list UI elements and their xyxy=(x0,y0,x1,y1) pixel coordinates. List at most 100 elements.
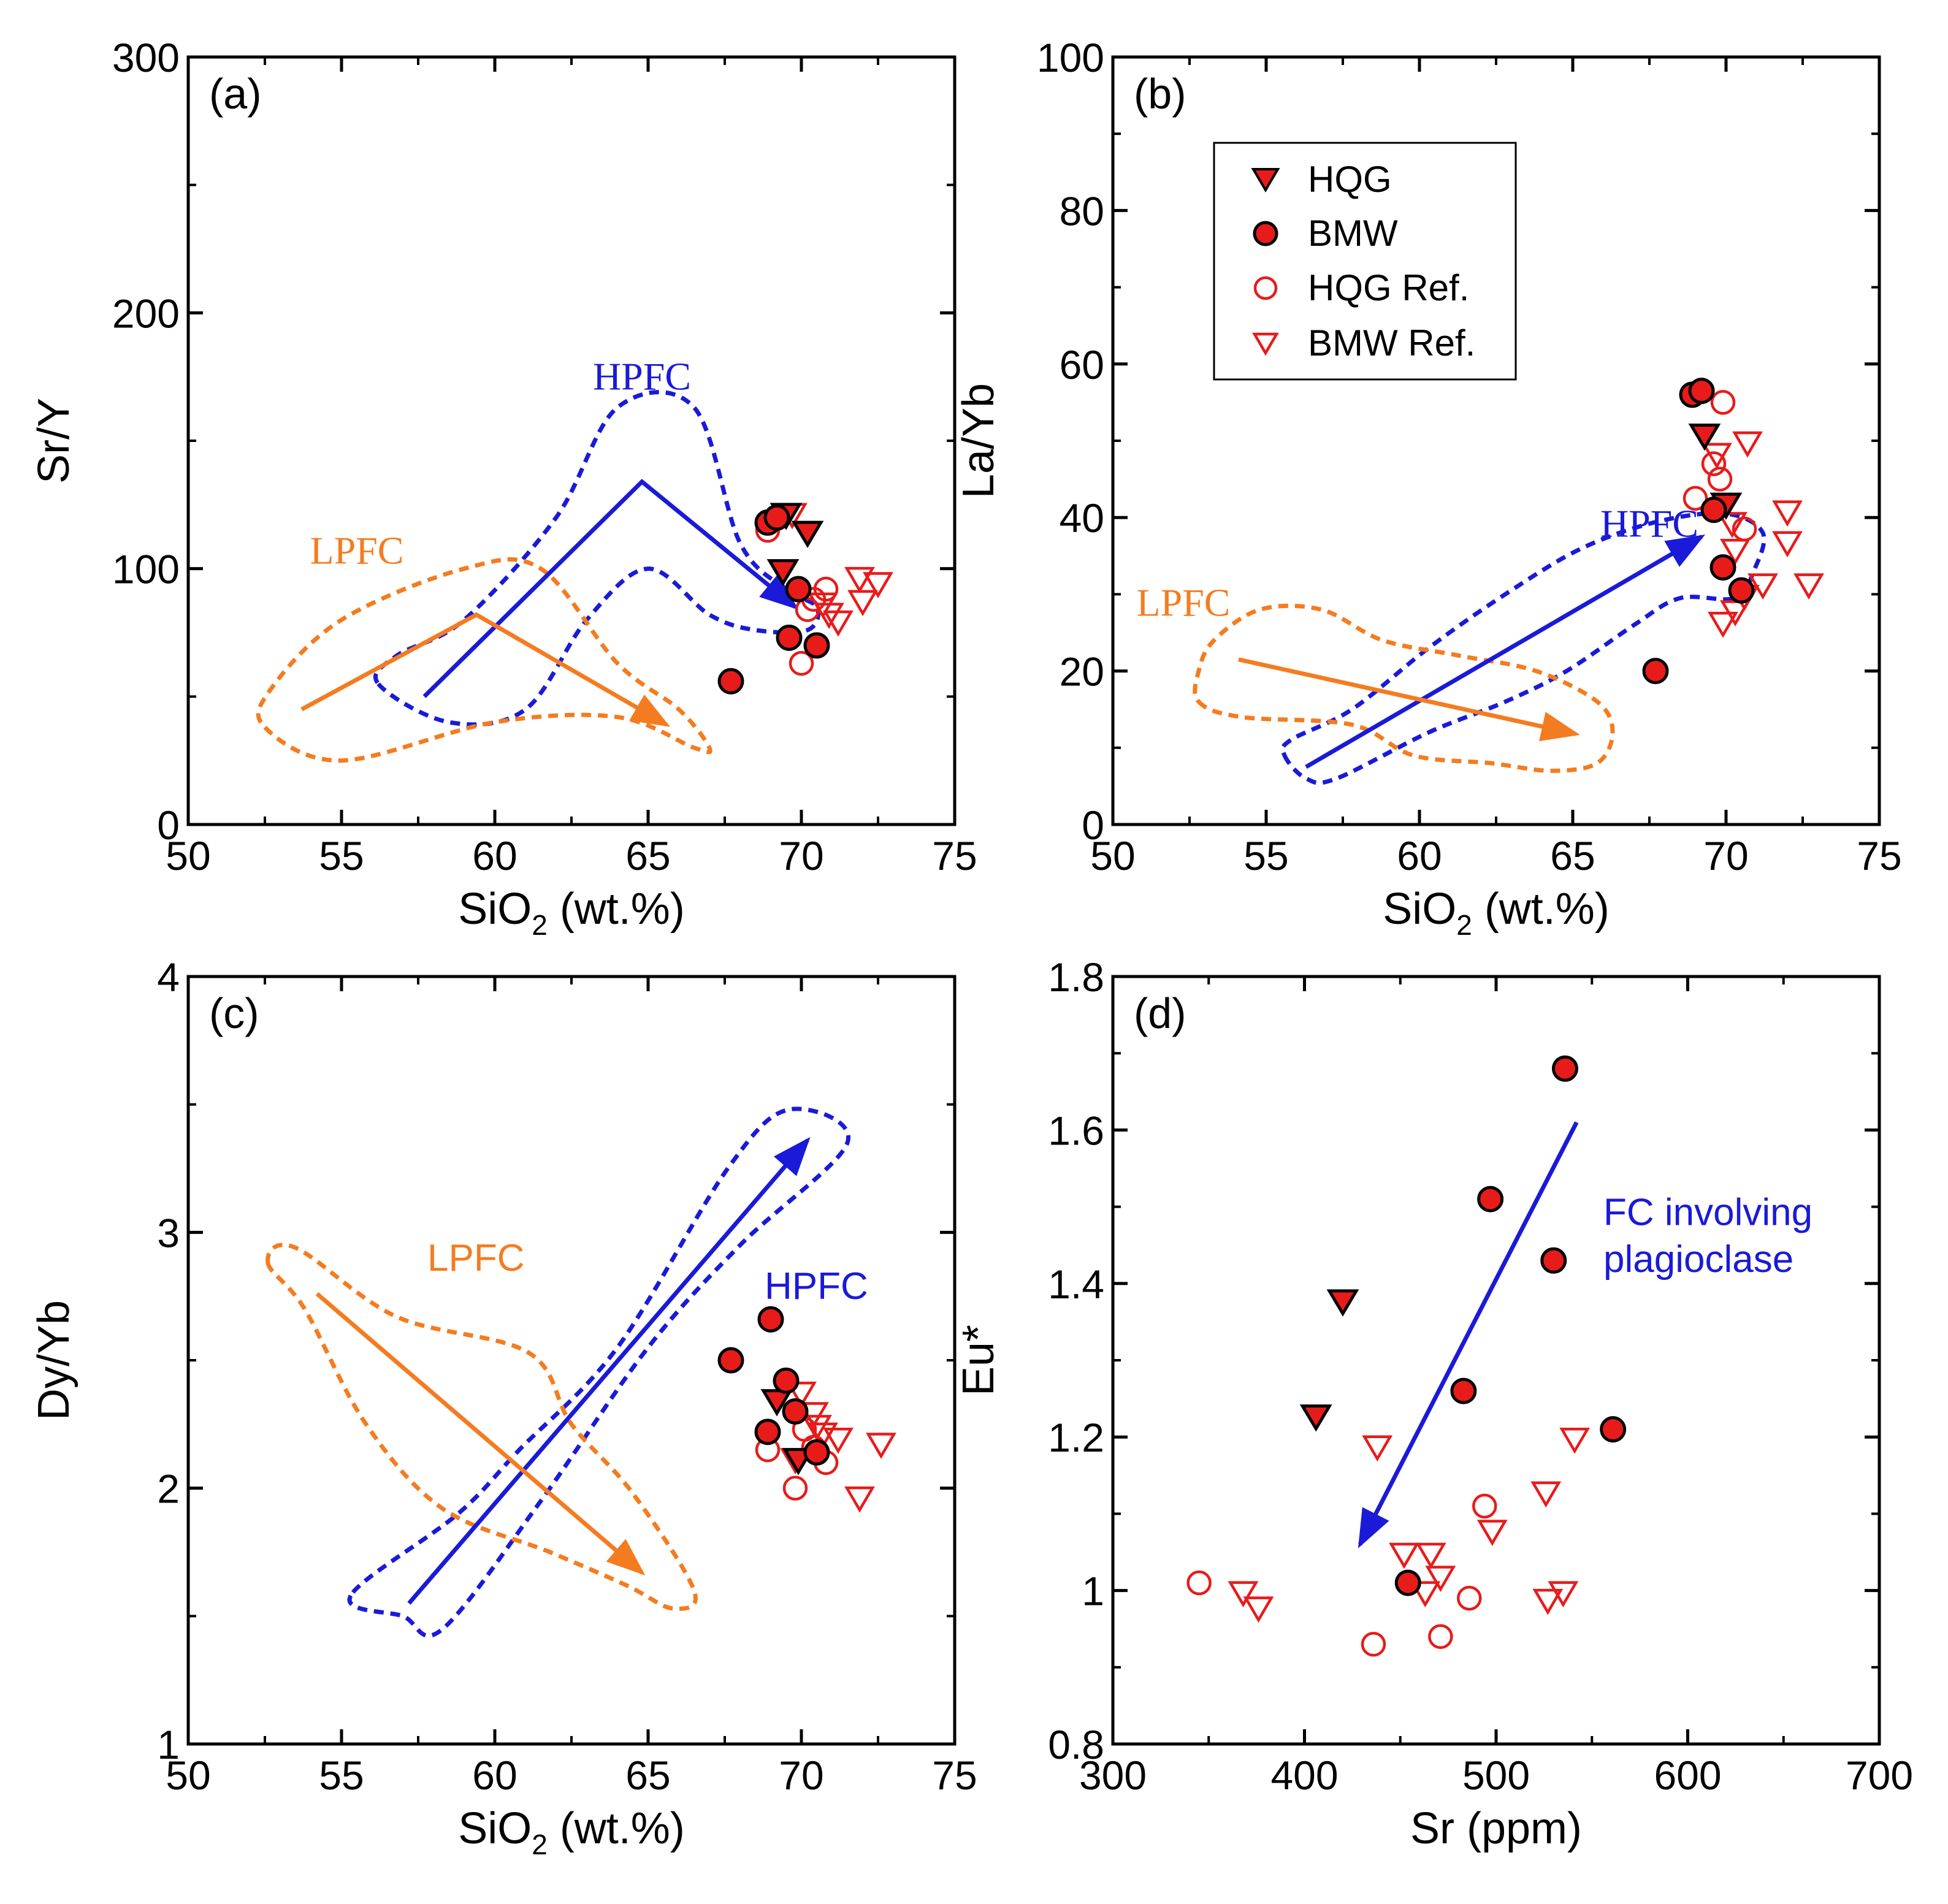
x-axis-title: SiO2 (wt.%) xyxy=(1383,885,1610,941)
data-point-bmw-ref xyxy=(1720,539,1751,565)
y-tick-label: 200 xyxy=(112,291,180,336)
data-point-bmw-ref xyxy=(1362,1435,1393,1462)
legend-marker-hqg-ref xyxy=(1253,276,1278,300)
data-point-bmw xyxy=(1728,577,1755,604)
y-tick-label: 100 xyxy=(1037,35,1104,80)
data-point-bmw-ref xyxy=(844,566,875,593)
data-point-bmw-ref xyxy=(1228,1581,1259,1608)
x-tick-label: 75 xyxy=(932,833,977,878)
legend-label-bmw-ref: BMW Ref. xyxy=(1308,322,1475,364)
data-point-hqg-ref xyxy=(1683,486,1708,511)
data-point-bmw xyxy=(1394,1569,1421,1596)
data-point-bmw xyxy=(1600,1416,1627,1443)
x-tick-label: 60 xyxy=(1397,833,1442,878)
annotation-lpfc: LPFC xyxy=(310,528,404,572)
trend-arrow-blue-b xyxy=(1305,534,1706,769)
data-point-hqg xyxy=(791,520,824,548)
x-tick-label: 75 xyxy=(932,1753,977,1798)
data-point-bmw-ref xyxy=(844,1486,875,1513)
panel-label: (b) xyxy=(1134,70,1186,118)
chart-panel-b: 50 55 60 65 70 75 0 20 40 60 80 100 SiO2 (wt.%) La/Yb… xyxy=(954,35,1902,941)
y-axis-title: La/Yb xyxy=(954,383,1003,498)
annotation-lpfc: LPFC xyxy=(1137,581,1231,624)
data-point-bmw xyxy=(1450,1377,1477,1404)
legend-item-hqg: HQG xyxy=(1251,159,1392,200)
chart-panel-d: 300 400 500 600 700 0.8 1 1.2 1.4 1.6 1.8 Sr (ppm) E… xyxy=(954,954,1913,1853)
data-point-bmw xyxy=(785,576,812,603)
data-point-bmw-ref xyxy=(1532,1588,1564,1615)
data-point-bmw xyxy=(1700,497,1727,524)
data-point-bmw xyxy=(1709,554,1736,581)
x-tick-label: 55 xyxy=(319,833,364,878)
data-point-bmw xyxy=(717,668,744,695)
y-tick-label: 40 xyxy=(1060,495,1104,541)
x-axis-title: SiO2 (wt.%) xyxy=(458,885,685,941)
panel-label: (d) xyxy=(1134,989,1186,1037)
data-point-hqg-ref xyxy=(1701,451,1727,476)
x-tick-label: 75 xyxy=(1857,833,1901,878)
data-point-bmw xyxy=(757,1306,784,1333)
data-point-bmw-ref xyxy=(1530,1481,1562,1508)
data-point-bmw xyxy=(782,1398,809,1425)
data-point-bmw-ref xyxy=(1243,1596,1274,1623)
trend-arrow-orange-a xyxy=(300,612,671,727)
data-point-bmw xyxy=(1477,1186,1504,1213)
data-point-bmw-ref xyxy=(1732,431,1763,458)
annotation-lpfc: LPFC xyxy=(427,1237,524,1279)
data-point-bmw-ref xyxy=(1559,1427,1591,1454)
panel-label: (c) xyxy=(209,989,259,1037)
data-point-bmw xyxy=(776,624,803,651)
x-tick-label: 50 xyxy=(1090,833,1135,878)
y-tick-label: 0 xyxy=(1082,802,1104,848)
envelope-orange-c xyxy=(265,1243,698,1611)
y-tick-label: 300 xyxy=(112,35,180,80)
y-tick-label: 0 xyxy=(157,802,180,848)
envelope-blue-b xyxy=(1280,511,1767,785)
trend-arrow-orange-c xyxy=(315,1292,646,1575)
data-point-hqg-ref xyxy=(1428,1624,1453,1649)
legend: HQG BMW HQG Ref. BMW Ref. xyxy=(1213,142,1517,381)
y-tick-label: 20 xyxy=(1060,649,1104,695)
legend-label-hqg: HQG xyxy=(1308,159,1392,200)
x-tick-label: 55 xyxy=(1243,833,1288,878)
data-point-bmw-ref xyxy=(866,1433,896,1460)
y-tick-label: 2 xyxy=(157,1466,180,1512)
y-tick-label: 3 xyxy=(157,1210,180,1255)
x-axis-title: SiO2 (wt.%) xyxy=(458,1804,685,1860)
x-axis-title: Sr (ppm) xyxy=(1410,1804,1582,1853)
trend-arrow-blue-c xyxy=(407,1137,811,1605)
data-point-bmw xyxy=(773,1367,800,1394)
x-tick-label: 50 xyxy=(166,833,210,878)
data-point-bmw-ref xyxy=(1772,500,1803,527)
data-point-bmw xyxy=(717,1347,744,1374)
data-point-bmw xyxy=(803,1439,830,1466)
x-tick-label: 700 xyxy=(1846,1753,1913,1798)
x-tick-label: 70 xyxy=(1703,833,1748,878)
data-point-hqg-ref xyxy=(1361,1631,1386,1657)
x-tick-label: 65 xyxy=(1550,833,1595,878)
y-tick-label: 80 xyxy=(1060,188,1104,234)
y-tick-label: 1.8 xyxy=(1048,954,1104,1000)
data-point-hqg xyxy=(766,559,800,587)
data-point-bmw xyxy=(1540,1247,1567,1274)
x-tick-label: 600 xyxy=(1654,1753,1721,1798)
x-tick-label: 70 xyxy=(779,1753,823,1798)
legend-marker-hqg xyxy=(1251,168,1280,192)
x-tick-label: 65 xyxy=(625,1753,670,1798)
x-tick-label: 500 xyxy=(1462,1753,1530,1798)
legend-marker-bmw xyxy=(1253,221,1278,246)
data-point-bmw-ref xyxy=(814,603,844,630)
annotation-hpfc: HPFC xyxy=(593,355,691,398)
data-point-bmw xyxy=(803,632,830,659)
plot-frame xyxy=(1111,975,1881,1746)
x-tick-label: 55 xyxy=(319,1753,364,1798)
data-point-hqg-ref xyxy=(1710,390,1736,415)
x-tick-label: 70 xyxy=(779,833,823,878)
legend-item-hqg-ref: HQG Ref. xyxy=(1253,267,1469,308)
data-point-bmw-ref xyxy=(1708,611,1738,638)
x-tick-label: 50 xyxy=(166,1753,210,1798)
chart-panel-a: 50 55 60 65 70 75 0 100 200 300 SiO2 (wt.%) Sr/Y (a)… xyxy=(29,35,977,941)
data-point-hqg xyxy=(1688,423,1721,451)
y-tick-label: 100 xyxy=(112,547,180,592)
x-tick-label: 300 xyxy=(1079,1753,1147,1798)
